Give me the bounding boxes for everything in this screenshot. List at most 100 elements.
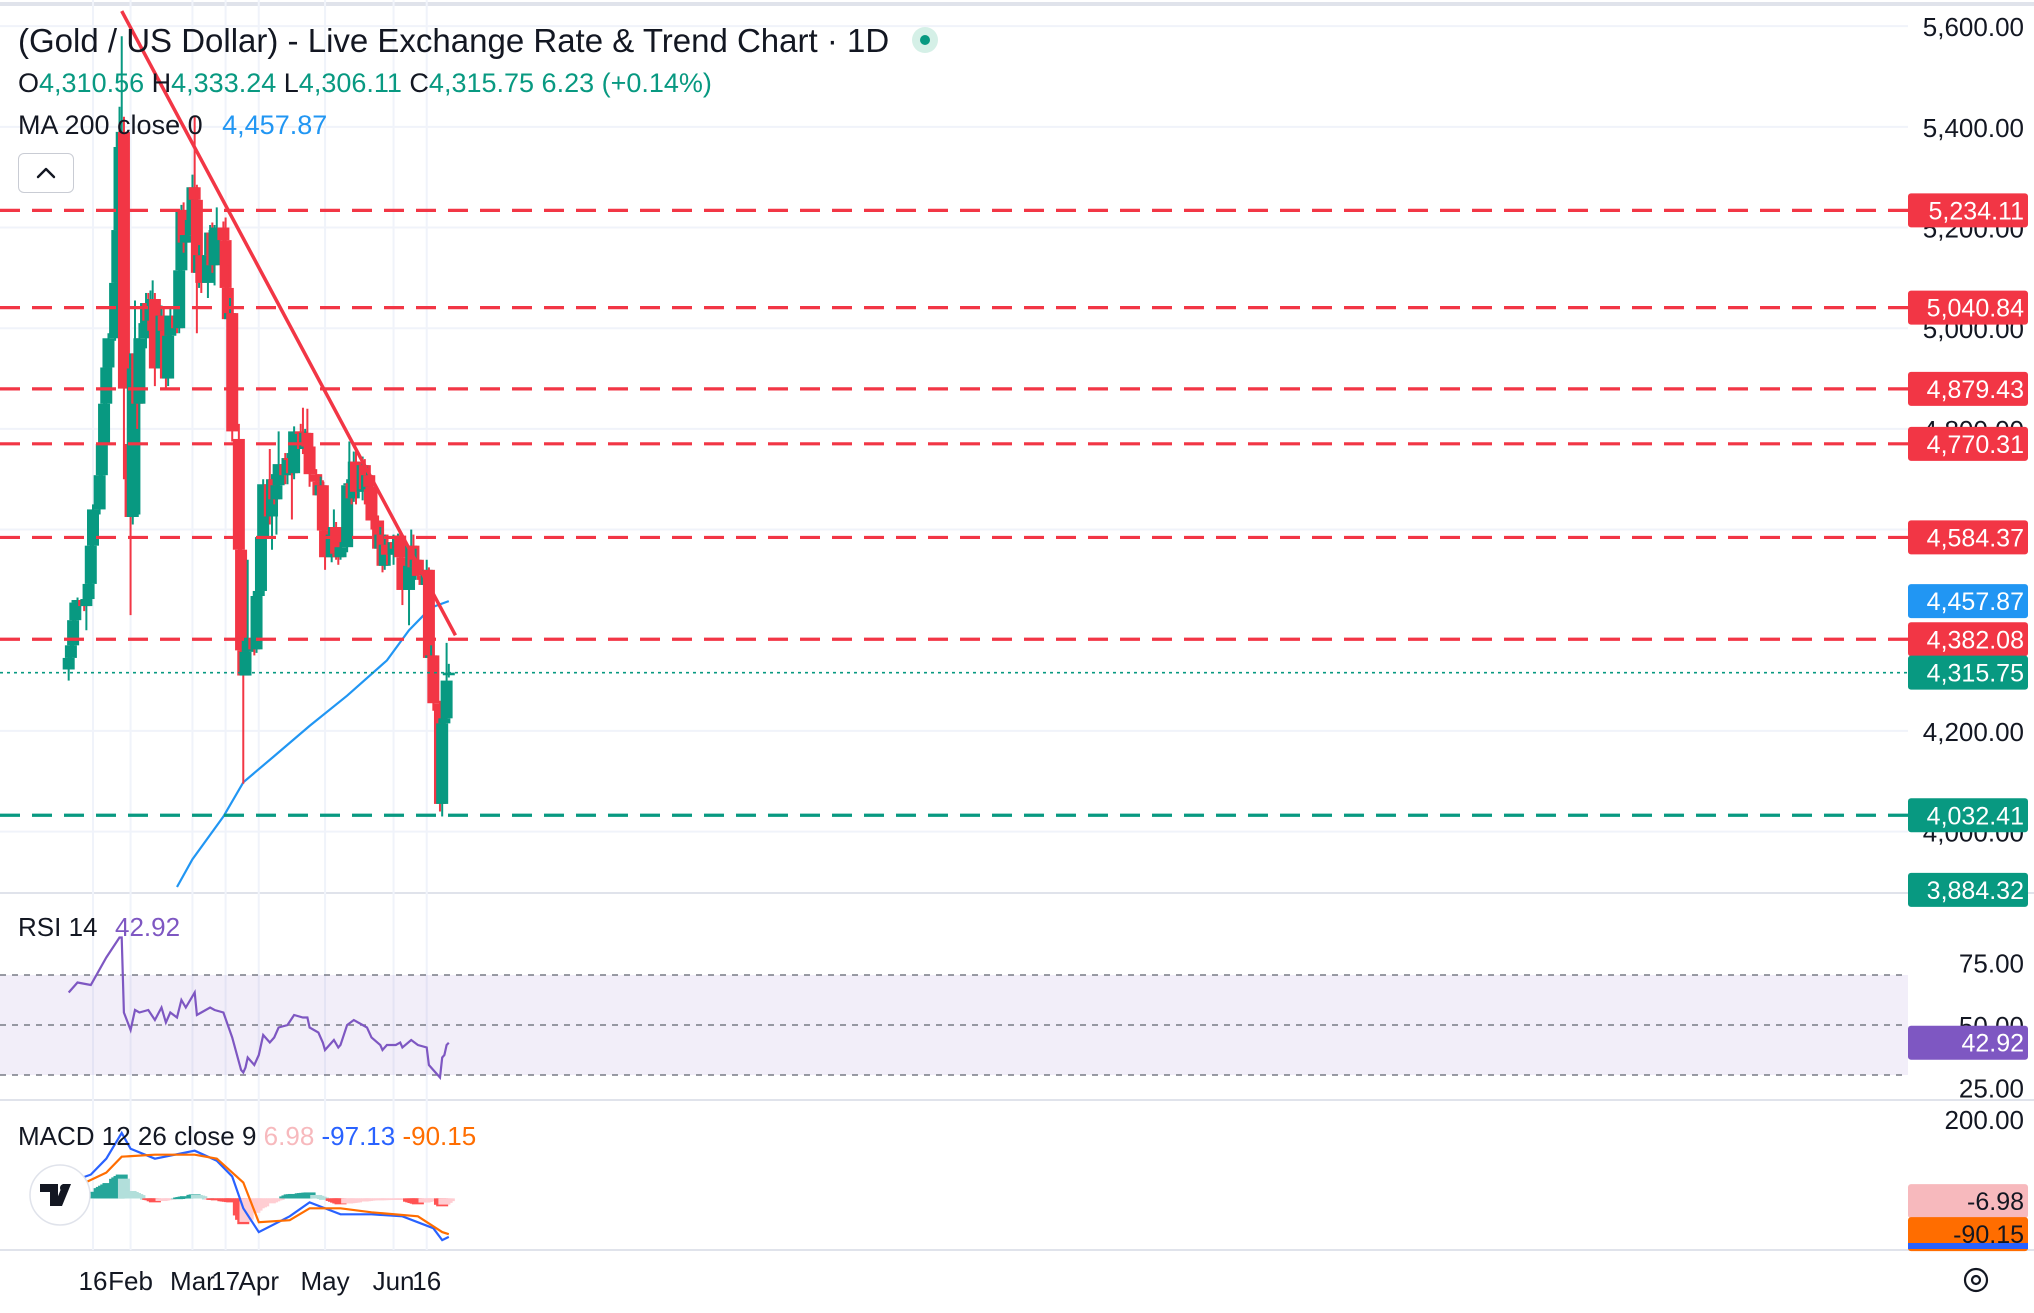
macd-line	[68, 1130, 450, 1242]
level-price-badge-bg	[1908, 426, 2028, 461]
macd-histogram-bar	[334, 1198, 347, 1205]
candle-body-up	[440, 680, 453, 719]
macd-legend: MACD 12 26 close 9 6.98 -97.13 -90.15	[18, 1121, 476, 1151]
macd-legend-histogram-value: 6.98	[264, 1121, 322, 1151]
macd-badge: -6.98	[1967, 1188, 2024, 1216]
candle-body-up	[98, 403, 111, 444]
rsi-band-layer	[0, 974, 1908, 1076]
candle-body-up	[250, 596, 263, 650]
macd-signal-line	[68, 1153, 450, 1236]
macd-histogram-bar	[303, 1192, 316, 1199]
level-price-badge-bg	[1908, 798, 2028, 833]
macd-value-badge-edge	[1908, 1243, 2028, 1249]
price-badge-bg	[1908, 872, 2028, 907]
candle-body-up	[341, 485, 354, 548]
candle-body-down	[232, 438, 245, 550]
collapse-legend-button[interactable]	[18, 153, 74, 193]
chart-title: (Gold / US Dollar) - Live Exchange Rate …	[18, 22, 890, 59]
close-label: C	[409, 68, 429, 98]
rsi-band-fill	[0, 975, 1908, 1075]
descending-trendline	[120, 10, 457, 637]
macd-histogram-bar	[427, 1198, 440, 1201]
candle-body-down	[303, 446, 316, 475]
chevron-up-icon	[36, 167, 56, 179]
candle-body-up	[84, 545, 97, 584]
candle-body-up	[162, 335, 175, 379]
rsi-legend-label: RSI 14	[18, 912, 98, 942]
candle-body-down	[219, 240, 232, 288]
level-price-badge: 5,040.84	[1927, 295, 2024, 323]
ma200-line	[176, 600, 450, 888]
candle-body-down	[316, 485, 329, 531]
macd-badge-bg	[1908, 1184, 2028, 1219]
settings-gear-icon	[1963, 1267, 1989, 1293]
candle-body-up	[80, 599, 93, 607]
macd-histogram-bar	[396, 1198, 409, 1200]
time-tick-label: Jun	[373, 1266, 415, 1296]
price-badge: 4,457.87	[1927, 588, 2024, 616]
candle-body-up	[438, 718, 451, 724]
macd-histogram-bar	[226, 1198, 239, 1203]
ma-legend[interactable]: MA 200 close 0 4,457.87	[18, 110, 327, 141]
macd-histogram-bar	[272, 1198, 285, 1200]
macd-histogram-bar	[349, 1198, 362, 1203]
candle-body-up	[62, 657, 75, 670]
time-tick-label: Apr	[239, 1266, 280, 1296]
rsi-tick-label: 75.00	[1959, 949, 2024, 979]
time-tick-label: 16	[412, 1266, 441, 1296]
rsi-line	[67, 936, 450, 1081]
candle-body-up	[82, 583, 95, 600]
macd-histogram-bar	[164, 1198, 177, 1200]
tradingview-logo-dot	[60, 1184, 68, 1192]
candle-body-up	[442, 672, 455, 676]
candle-body-up	[334, 547, 347, 558]
candle-body-up	[67, 620, 80, 646]
macd-histogram-bar	[179, 1196, 192, 1199]
price-tick-label: 4,200.00	[1923, 717, 2024, 747]
level-price-badge: 4,770.31	[1927, 431, 2024, 459]
price-tick-label: 5,400.00	[1923, 113, 2024, 143]
macd-histogram-bar	[380, 1198, 393, 1201]
rsi-badge-bg	[1908, 1025, 2028, 1060]
time-tick-label: Feb	[108, 1266, 153, 1296]
macd-histogram-bar	[319, 1198, 332, 1200]
macd-histogram-bar	[148, 1198, 161, 1203]
candle-body-up	[252, 590, 265, 597]
rsi-legend-value: 42.92	[115, 912, 180, 942]
rsi-badge: 42.92	[1961, 1030, 2024, 1058]
candle-body-up	[87, 509, 99, 546]
level-price-badge: 4,879.43	[1927, 376, 2024, 404]
macd-tick-label: 200.00	[1944, 1105, 2024, 1135]
macd-legend-macd-value: -97.13	[322, 1121, 403, 1151]
level-price-badge: 5,234.11	[1929, 197, 2024, 225]
candle-body-up	[270, 485, 283, 500]
candle-body-down	[380, 544, 393, 555]
time-tick-label: May	[300, 1266, 349, 1296]
candle-body-up	[133, 338, 146, 404]
macd-histogram-bar	[442, 1198, 455, 1202]
time-tick-label: 17	[211, 1266, 240, 1296]
candle-body-down	[188, 187, 201, 200]
price-tick-label: 5,600.00	[1923, 12, 2024, 42]
live-status-icon	[912, 27, 939, 54]
macd-histogram-bar	[133, 1195, 146, 1199]
price-badge: 4,315.75	[1927, 660, 2024, 688]
macd-histogram-bar	[195, 1196, 208, 1199]
ohlc-legend: O4,310.56 H4,333.24 L4,306.11 C4,315.75 …	[18, 68, 712, 99]
candle-body-up	[95, 443, 108, 476]
plot-layer	[0, 10, 1908, 1242]
high-value: 4,333.24	[171, 68, 277, 98]
grid-layer	[0, 0, 2034, 1251]
level-price-badge-bg	[1908, 520, 2028, 555]
candle-body-up	[210, 227, 223, 231]
macd-histogram-bar	[257, 1198, 270, 1207]
time-tick-label: Mar	[170, 1266, 215, 1296]
macd-histogram-bar	[210, 1198, 223, 1201]
macd-legend-label: MACD	[18, 1121, 102, 1151]
candle-body-up	[100, 367, 113, 404]
settings-gear-icon-center	[1970, 1274, 1982, 1286]
candle-body-up	[71, 600, 84, 603]
candle-body-down	[363, 475, 376, 487]
